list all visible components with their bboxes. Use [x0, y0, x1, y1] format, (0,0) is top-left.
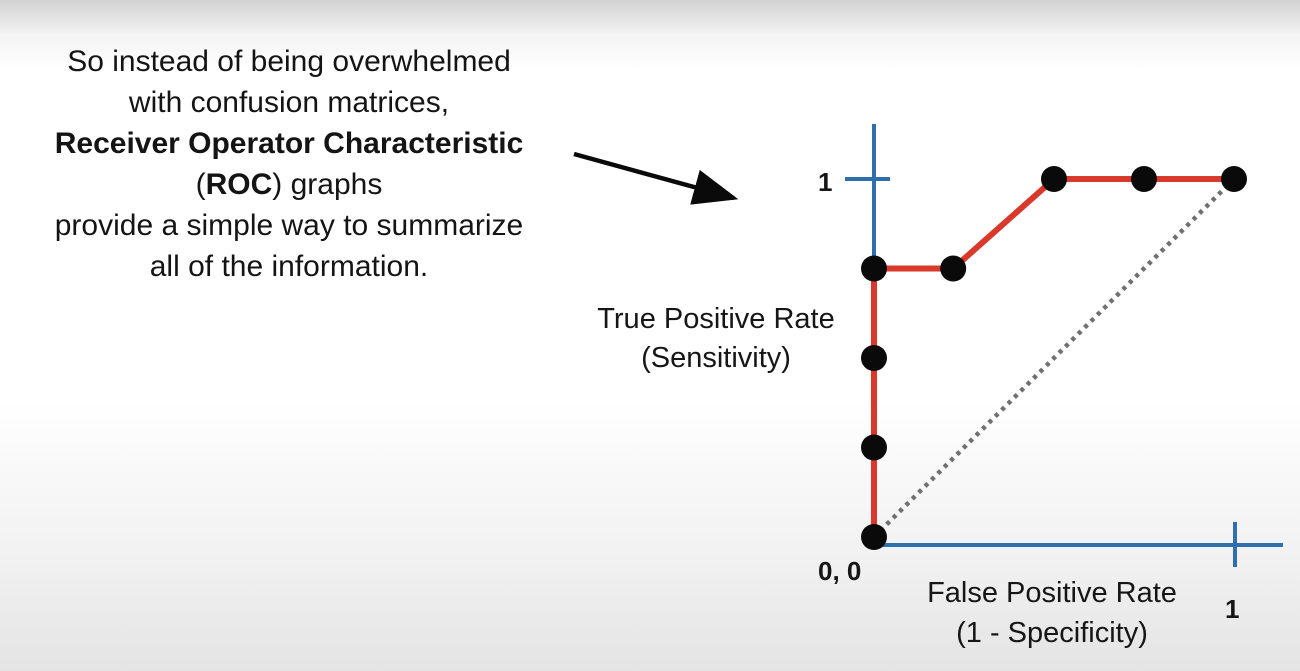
data-point-2: [861, 345, 887, 371]
roc-full-name: Receiver Operator Characteristic: [54, 127, 524, 160]
x-axis-title-line-1: False Positive Rate: [927, 577, 1177, 609]
y-axis-title-line-2: (Sensitivity): [641, 342, 791, 374]
y-tick-label-one: 1: [818, 167, 832, 197]
caption-line-2: with confusion matrices,: [128, 86, 450, 119]
data-point-1: [861, 434, 887, 461]
data-point-7: [1221, 166, 1247, 192]
caption-text: So instead of being overwhelmed with con…: [0, 41, 578, 287]
pointer-arrow: [573, 151, 739, 205]
y-axis-title-line-1: True Positive Rate: [597, 303, 834, 335]
data-point-6: [1131, 166, 1157, 192]
caption-line-5: provide a simple way to summarize: [54, 209, 524, 242]
x-axis-title-line-2: (1 - Specificity): [956, 617, 1148, 649]
roc-acronym: ROC: [205, 168, 273, 201]
caption-line-3: Receiver Operator Characteristic: [0, 123, 578, 164]
reference-diagonal: [872, 177, 1236, 539]
caption-paren-open: (: [195, 168, 206, 201]
caption-line-6: all of the information.: [149, 250, 429, 283]
data-points: [861, 166, 1247, 550]
caption-line-1: So instead of being overwhelmed: [67, 45, 511, 78]
data-point-5: [1041, 166, 1067, 192]
data-point-0: [861, 524, 887, 550]
data-point-3: [861, 255, 887, 282]
x-tick-label-one: 1: [1225, 594, 1239, 624]
caption-line-4: (ROC) graphs: [0, 164, 578, 205]
caption-graphs: ) graphs: [272, 168, 383, 201]
axes: [845, 124, 1283, 567]
data-point-4: [940, 255, 967, 282]
origin-label: 0, 0: [818, 556, 861, 586]
